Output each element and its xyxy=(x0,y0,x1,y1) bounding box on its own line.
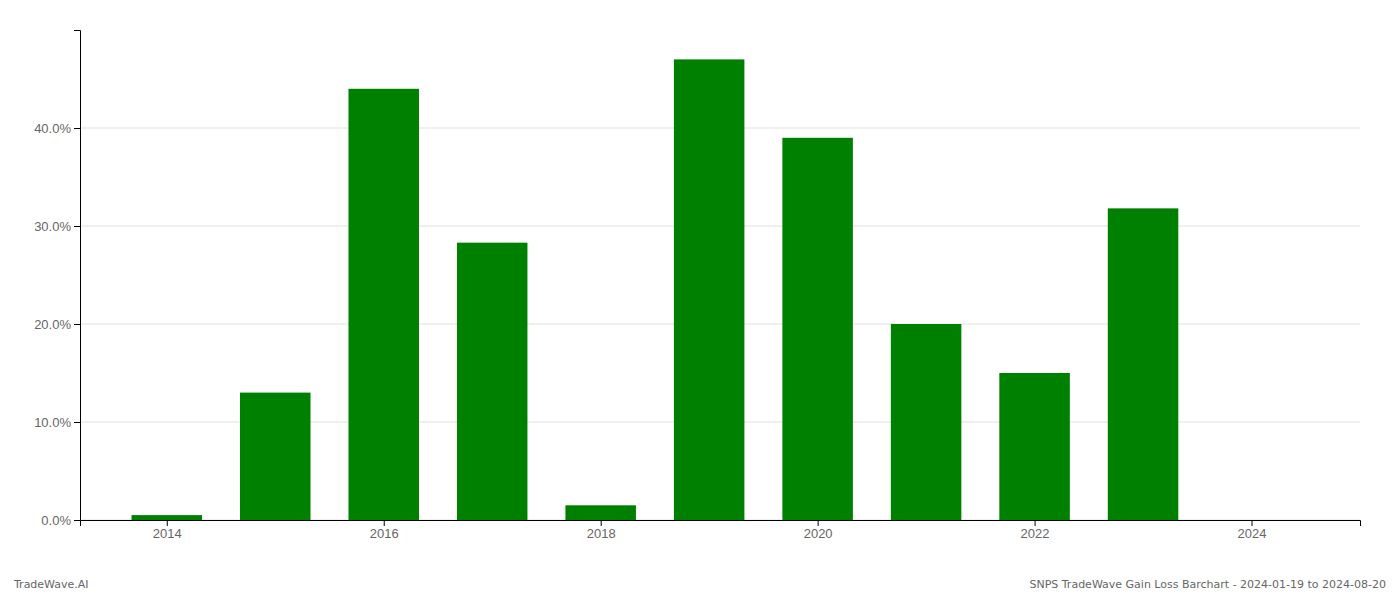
y-tick: 0.0% xyxy=(41,513,80,528)
y-tick: 10.0% xyxy=(34,415,80,430)
bar xyxy=(1216,520,1287,521)
x-tick-mark xyxy=(1252,520,1253,526)
x-axis-line xyxy=(81,521,1361,527)
y-tick-mark xyxy=(74,422,80,423)
y-tick-label: 10.0% xyxy=(34,415,71,430)
x-tick-label: 2014 xyxy=(153,526,182,541)
x-tick: 2016 xyxy=(370,520,399,541)
bar xyxy=(674,59,745,520)
y-tick-label: 0.0% xyxy=(41,513,71,528)
x-tick: 2018 xyxy=(587,520,616,541)
y-tick-mark xyxy=(74,520,80,521)
y-tick-label: 40.0% xyxy=(34,121,71,136)
chart: 2014 2016 2018 2020 2022 2024 0.0% 10.0% 20.0% 30… xyxy=(0,0,1400,600)
x-tick-label: 2022 xyxy=(1021,526,1050,541)
bars xyxy=(132,59,1179,520)
x-tick-mark xyxy=(818,520,819,526)
annotation: SNPS TradeWave Gain Loss Barchart - 2024… xyxy=(1029,578,1386,591)
plot: 2014 2016 2018 2020 2022 2024 0.0% 10.0% 20.0% 30… xyxy=(34,31,1360,542)
x-tick-mark xyxy=(384,520,385,526)
x-tick-mark xyxy=(601,520,602,526)
y-tick-mark xyxy=(74,226,80,227)
y-tick-label: 20.0% xyxy=(34,317,71,332)
bar xyxy=(999,373,1070,520)
x-tick: 2024 xyxy=(1238,520,1267,541)
bar xyxy=(348,89,419,520)
x-tick-mark xyxy=(1035,520,1036,526)
y-tick: 40.0% xyxy=(34,121,80,136)
y-tick-mark xyxy=(74,324,80,325)
bar xyxy=(132,515,203,520)
bar xyxy=(240,393,311,520)
bar xyxy=(891,324,962,520)
x-tick-label: 2016 xyxy=(370,526,399,541)
x-tick: 2014 xyxy=(153,520,182,541)
annotation: TradeWave.AI xyxy=(13,578,89,591)
y-tick-mark xyxy=(74,128,80,129)
x-tick-label: 2020 xyxy=(804,526,833,541)
bar xyxy=(457,243,528,520)
x-tick: 2020 xyxy=(804,520,833,541)
y-axis-line xyxy=(74,31,81,521)
bar xyxy=(782,138,853,520)
bar xyxy=(565,505,636,520)
x-tick-label: 2018 xyxy=(587,526,616,541)
x-axis: 2014 2016 2018 2020 2022 2024 xyxy=(81,520,1361,541)
y-tick-label: 30.0% xyxy=(34,219,71,234)
y-tick: 30.0% xyxy=(34,219,80,234)
x-tick: 2022 xyxy=(1021,520,1050,541)
x-tick-mark xyxy=(167,520,168,526)
y-axis: 0.0% 10.0% 20.0% 30.0% 40.0% xyxy=(34,31,80,528)
y-tick: 20.0% xyxy=(34,317,80,332)
x-tick-label: 2024 xyxy=(1238,526,1267,541)
bar xyxy=(1108,208,1179,520)
